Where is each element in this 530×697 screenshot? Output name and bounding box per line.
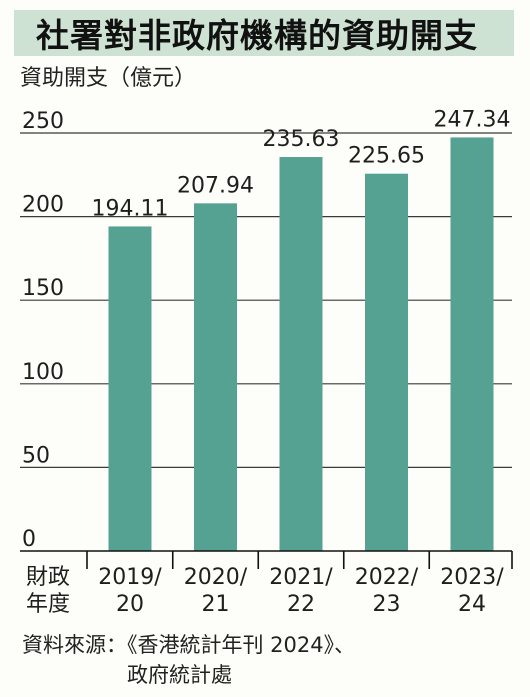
- data-label: 235.63: [263, 127, 340, 152]
- data-label: 207.94: [177, 173, 254, 198]
- x-tick-label: 21: [202, 592, 230, 617]
- y-tick-label: 200: [22, 193, 64, 218]
- x-tick-label: 2020/: [184, 565, 248, 590]
- x-axis-title: 年度: [26, 592, 70, 617]
- x-tick-label: 2019/: [98, 565, 162, 590]
- y-tick-label: 150: [22, 276, 64, 301]
- x-tick-label: 23: [373, 592, 401, 617]
- data-label: 194.11: [92, 196, 169, 221]
- y-tick-label: 250: [22, 109, 64, 134]
- x-tick-label: 20: [116, 592, 144, 617]
- y-axis-label: 資助開支（億元）: [20, 66, 197, 91]
- y-tick-label: 50: [22, 443, 50, 468]
- chart-title: 社署對非政府機構的資助開支: [36, 16, 478, 55]
- bar: [279, 157, 323, 551]
- x-tick-label: 22: [287, 592, 315, 617]
- x-tick-label: 24: [458, 592, 486, 617]
- bar: [450, 137, 494, 552]
- y-tick-label: 100: [22, 360, 64, 385]
- bar: [108, 226, 152, 552]
- source-note: 資料來源：《香港統計年刊 2024》、 政府統計處: [22, 633, 356, 687]
- x-tick-label: 2022/: [355, 565, 419, 590]
- bar: [194, 203, 237, 551]
- data-label: 247.34: [434, 107, 511, 132]
- x-axis-title: 財政: [26, 565, 70, 590]
- bar: [365, 173, 408, 551]
- title-bar: 社署對非政府機構的資助開支: [14, 10, 514, 56]
- y-tick-label: 0: [22, 527, 36, 552]
- x-tick-label: 2023/: [440, 565, 504, 590]
- data-label: 225.65: [348, 144, 425, 169]
- x-tick-label: 2021/: [269, 565, 333, 590]
